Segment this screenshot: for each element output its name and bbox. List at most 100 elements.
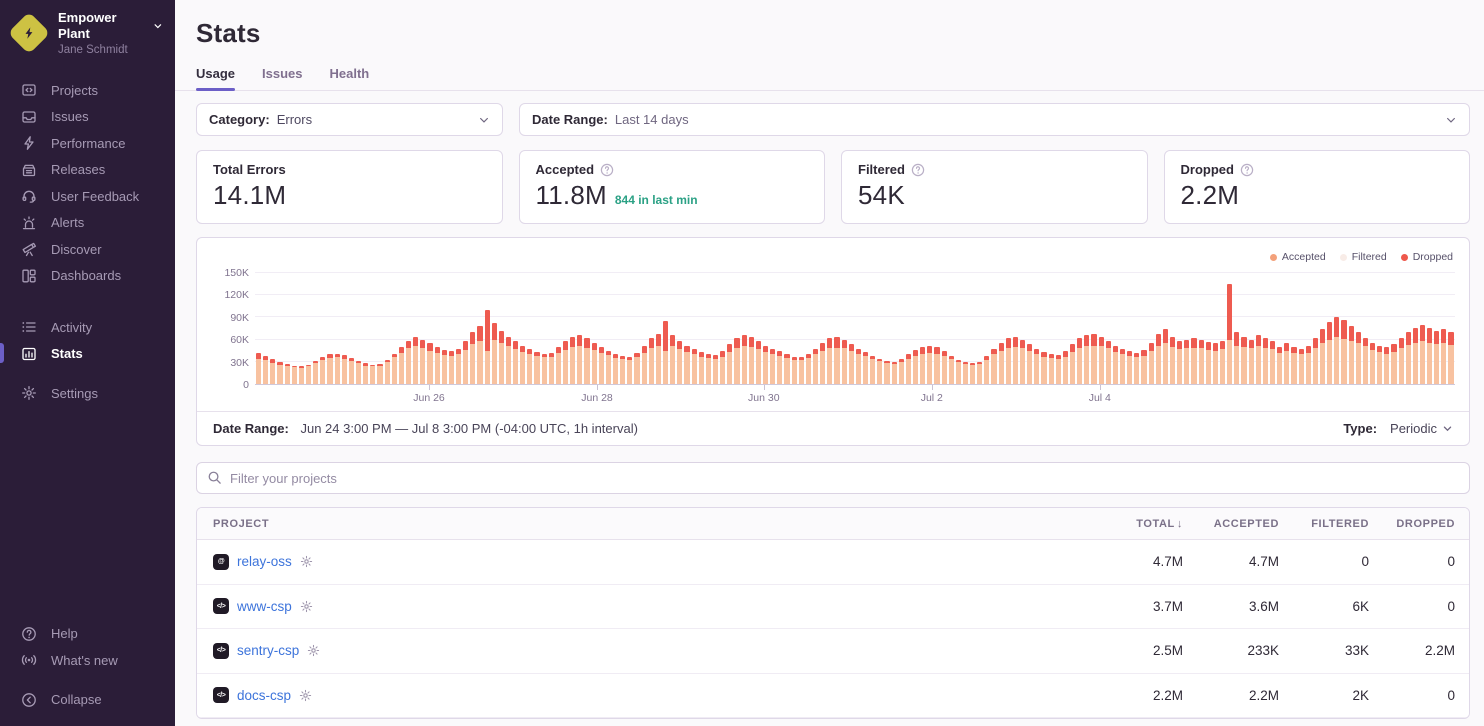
sidebar-item-performance[interactable]: Performance [0,130,175,157]
chart-bar[interactable] [733,273,740,384]
chart-bar[interactable] [862,273,869,384]
sidebar-item-stats[interactable]: Stats [0,340,175,367]
chart-bar[interactable] [319,273,326,384]
chart-bar[interactable] [1248,273,1255,384]
chart-bar[interactable] [576,273,583,384]
chart-bar[interactable] [905,273,912,384]
chart-bar[interactable] [1069,273,1076,384]
chart-bar[interactable] [569,273,576,384]
chart-bar[interactable] [1026,273,1033,384]
chart-bar[interactable] [1340,273,1347,384]
chart-bar[interactable] [426,273,433,384]
chart-bar[interactable] [291,273,298,384]
category-select[interactable]: Category: Errors [196,103,503,136]
chart-bar[interactable] [341,273,348,384]
chart-bar[interactable] [719,273,726,384]
chart-bar[interactable] [1169,273,1176,384]
chart-plot[interactable] [255,272,1455,385]
chart-bar[interactable] [876,273,883,384]
chart-bar[interactable] [1205,273,1212,384]
project-settings-gear-icon[interactable] [300,600,313,613]
chart-bar[interactable] [583,273,590,384]
chart-bar[interactable] [683,273,690,384]
sidebar-item-activity[interactable]: Activity [0,314,175,341]
chart-bar[interactable] [255,273,262,384]
chart-bar[interactable] [848,273,855,384]
chart-bar[interactable] [841,273,848,384]
chart-bar[interactable] [591,273,598,384]
chart-bar[interactable] [976,273,983,384]
chart-bar[interactable] [1162,273,1169,384]
chart-bar[interactable] [1326,273,1333,384]
tab-usage[interactable]: Usage [196,66,236,91]
chart-bar[interactable] [1319,273,1326,384]
question-circle-icon[interactable] [600,163,614,177]
chart-bar[interactable] [891,273,898,384]
chart-bar[interactable] [1005,273,1012,384]
chart-bar[interactable] [1312,273,1319,384]
chart-bar[interactable] [883,273,890,384]
chart-bar[interactable] [662,273,669,384]
chart-bar[interactable] [612,273,619,384]
chart-bar[interactable] [484,273,491,384]
chart-bar[interactable] [376,273,383,384]
chart-bar[interactable] [1083,273,1090,384]
chart-bar[interactable] [498,273,505,384]
tab-issues[interactable]: Issues [262,66,303,81]
chart-bar[interactable] [698,273,705,384]
chart-bar[interactable] [833,273,840,384]
chart-bar[interactable] [1055,273,1062,384]
chart-bar[interactable] [1369,273,1376,384]
chart-bar[interactable] [641,273,648,384]
chart-bar[interactable] [469,273,476,384]
chart-bar[interactable] [355,273,362,384]
project-link[interactable]: www-csp [237,598,292,614]
chart-bar[interactable] [348,273,355,384]
chart-bar[interactable] [1419,273,1426,384]
chart-bar[interactable] [669,273,676,384]
chart-bar[interactable] [562,273,569,384]
chart-bar[interactable] [262,273,269,384]
date-range-select[interactable]: Date Range: Last 14 days [519,103,1470,136]
chart-bar[interactable] [648,273,655,384]
chart-bar[interactable] [434,273,441,384]
project-link[interactable]: sentry-csp [237,643,300,659]
project-filter-input[interactable] [196,462,1470,494]
chart-bar[interactable] [448,273,455,384]
project-settings-gear-icon[interactable] [300,555,313,568]
chart-bar[interactable] [741,273,748,384]
chart-bar[interactable] [1348,273,1355,384]
chart-bar[interactable] [605,273,612,384]
chart-bar[interactable] [819,273,826,384]
chart-bar[interactable] [462,273,469,384]
question-circle-icon[interactable] [1240,163,1254,177]
tab-health[interactable]: Health [329,66,370,81]
chart-bar[interactable] [1440,273,1447,384]
chart-bar[interactable] [983,273,990,384]
chart-bar[interactable] [1090,273,1097,384]
chart-bar[interactable] [284,273,291,384]
chart-bar[interactable] [805,273,812,384]
chart-bar[interactable] [1398,273,1405,384]
chart-bar[interactable] [505,273,512,384]
chart-bar[interactable] [598,273,605,384]
chart-bar[interactable] [298,273,305,384]
chart-bar[interactable] [769,273,776,384]
chart-bar[interactable] [1148,273,1155,384]
chart-bar[interactable] [969,273,976,384]
chart-bar[interactable] [1269,273,1276,384]
chart-bar[interactable] [1155,273,1162,384]
chart-bar[interactable] [1433,273,1440,384]
col-total[interactable]: TOTAL ↓ [1136,517,1183,530]
chart-bar[interactable] [1198,273,1205,384]
chart-bar[interactable] [919,273,926,384]
sidebar-item-projects[interactable]: Projects [0,77,175,104]
chart-bar[interactable] [1255,273,1262,384]
chart-bar[interactable] [812,273,819,384]
chart-bar[interactable] [755,273,762,384]
chart-bar[interactable] [748,273,755,384]
chart-bar[interactable] [476,273,483,384]
chart-bar[interactable] [948,273,955,384]
chart-bar[interactable] [962,273,969,384]
chart-bar[interactable] [1290,273,1297,384]
